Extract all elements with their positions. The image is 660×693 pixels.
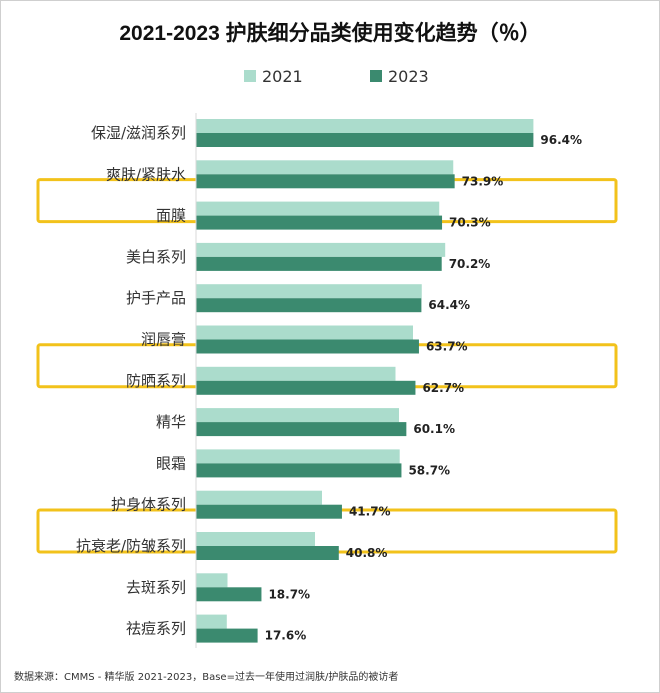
bar-2021 <box>196 119 534 133</box>
bar-2023 <box>196 380 416 395</box>
data-label: 70.2% <box>449 257 491 271</box>
bar-2021 <box>196 366 396 381</box>
data-label: 62.7% <box>422 381 464 395</box>
category-labels: 保湿/滋润系列爽肤/紧肤水面膜美白系列护手产品润唇膏防晒系列精华眼霜护身体系列抗… <box>76 124 186 638</box>
bar-2021 <box>196 449 400 464</box>
category-label: 润唇膏 <box>141 331 186 349</box>
category-label: 祛痘系列 <box>126 620 186 638</box>
data-label: 41.7% <box>349 505 391 519</box>
bars <box>196 119 534 643</box>
bar-2021 <box>196 284 422 299</box>
bar-2023 <box>196 339 419 354</box>
bar-2023 <box>196 298 422 313</box>
bar-2023 <box>196 546 339 560</box>
bar-2021 <box>196 573 228 588</box>
category-label: 护身体系列 <box>111 496 186 514</box>
legend-swatch-2023 <box>370 70 382 82</box>
data-label: 96.4% <box>540 133 582 147</box>
data-label: 58.7% <box>408 463 450 477</box>
bar-2023 <box>196 133 534 147</box>
chart-title: 2021-2023 护肤细分品类使用变化趋势（％） <box>119 21 540 45</box>
bar-2021 <box>196 242 446 257</box>
legend-label-2021: 2021 <box>262 67 303 86</box>
category-label: 美白系列 <box>126 248 186 266</box>
bar-2023 <box>196 463 402 478</box>
value-labels: 96.4% 73.9% 70.3% 70.2% 64.4% 63.7% 62.7% 60.1%… <box>265 133 582 643</box>
bar-2021 <box>196 532 315 546</box>
bar-2023 <box>196 587 262 602</box>
category-label: 抗衰老/防皱系列 <box>76 537 186 555</box>
category-label: 护手产品 <box>126 289 186 307</box>
category-label: 防晒系列 <box>126 372 186 390</box>
data-label: 63.7% <box>426 340 468 354</box>
bar-2023 <box>196 422 407 437</box>
data-label: 60.1% <box>413 422 455 436</box>
bar-2021 <box>196 490 322 505</box>
bar-2021 <box>196 408 399 423</box>
bar-2023 <box>196 504 342 519</box>
bar-2021 <box>196 325 413 340</box>
bar-2023 <box>196 256 442 271</box>
data-label: 18.7% <box>268 587 310 601</box>
data-label: 40.8% <box>346 546 388 560</box>
data-label: 73.9% <box>462 174 504 188</box>
category-label: 面膜 <box>156 207 186 225</box>
bar-2021 <box>196 160 454 175</box>
bar-2023 <box>196 628 258 643</box>
legend-label-2023: 2023 <box>388 67 429 86</box>
data-label: 64.4% <box>428 298 470 312</box>
data-label: 70.3% <box>449 216 491 230</box>
category-label: 爽肤/紧肤水 <box>106 165 186 183</box>
category-label: 精华 <box>156 413 186 431</box>
bar-2021 <box>196 201 440 216</box>
source-footnote: 数据来源：CMMS - 精华版 2021-2023，Base=过去一年使用过润肤… <box>14 672 399 683</box>
category-label: 去斑系列 <box>126 578 186 596</box>
data-label: 17.6% <box>265 629 307 643</box>
category-label: 保湿/滋润系列 <box>91 124 186 142</box>
category-label: 眼霜 <box>156 454 186 472</box>
bar-2023 <box>196 174 455 189</box>
bar-2023 <box>196 215 443 230</box>
legend-swatch-2021 <box>244 70 256 82</box>
legend: 2021 2023 <box>244 67 429 86</box>
bar-2021 <box>196 614 227 629</box>
